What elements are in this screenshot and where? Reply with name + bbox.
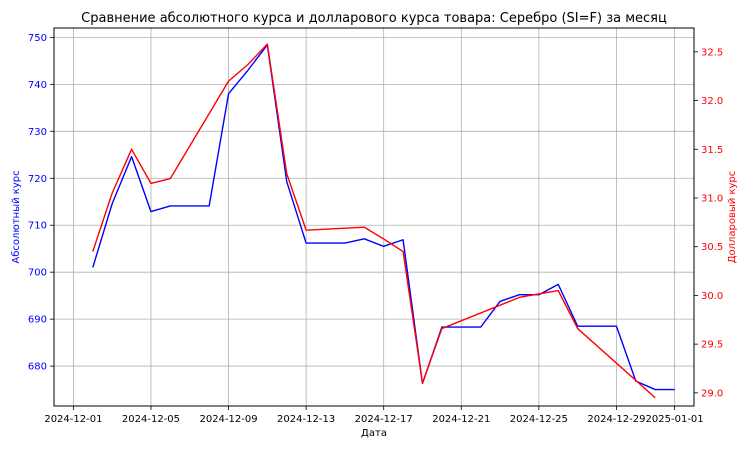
tick-layer: 2024-12-01 2024-12-05 2024-12-09 2024-12-13… [28, 33, 723, 425]
grid-layer [54, 28, 694, 406]
x-tick-label: 2024-12-13 [277, 414, 335, 425]
x-tick-label: 2024-12-05 [122, 414, 180, 425]
left-y-tick-label: 710 [28, 221, 47, 232]
x-tick-label: 2024-12-25 [510, 414, 568, 425]
x-tick-label: 2024-12-21 [432, 414, 490, 425]
x-tick-label: 2024-12-29 [587, 414, 645, 425]
right-y-tick-label: 29.5 [701, 340, 723, 351]
left-y-tick-label: 740 [28, 80, 47, 91]
left-axis-label: Абсолютный курс [11, 170, 22, 263]
x-tick-label: 2024-12-09 [199, 414, 257, 425]
left-y-tick-label: 730 [28, 127, 47, 138]
chart-title: Сравнение абсолютного курса и долларовог… [81, 11, 667, 26]
left-y-tick-label: 750 [28, 33, 47, 44]
right-y-tick-label: 32.0 [701, 96, 723, 107]
left-y-tick-label: 680 [28, 362, 47, 373]
dollar-rate-line [92, 43, 656, 399]
absolute-rate-line [92, 44, 675, 391]
right-axis-label: Долларовый курс [727, 171, 738, 264]
right-y-tick-label: 30.0 [701, 291, 723, 302]
plot-frame [53, 27, 695, 407]
x-tick-label: 2024-12-17 [355, 414, 413, 425]
series-layer [92, 43, 675, 399]
x-tick-label: 2025-01-01 [646, 414, 704, 425]
left-y-tick-label: 690 [28, 315, 47, 326]
left-y-tick-label: 720 [28, 174, 47, 185]
right-y-tick-label: 31.5 [701, 145, 723, 156]
right-y-tick-label: 30.5 [701, 242, 723, 253]
right-y-tick-label: 32.5 [701, 47, 723, 58]
x-axis-label: Дата [361, 428, 387, 439]
x-tick-label: 2024-12-01 [44, 414, 102, 425]
left-y-tick-label: 700 [28, 268, 47, 279]
right-y-tick-label: 29.0 [701, 388, 723, 399]
right-y-tick-label: 31.0 [701, 194, 723, 205]
